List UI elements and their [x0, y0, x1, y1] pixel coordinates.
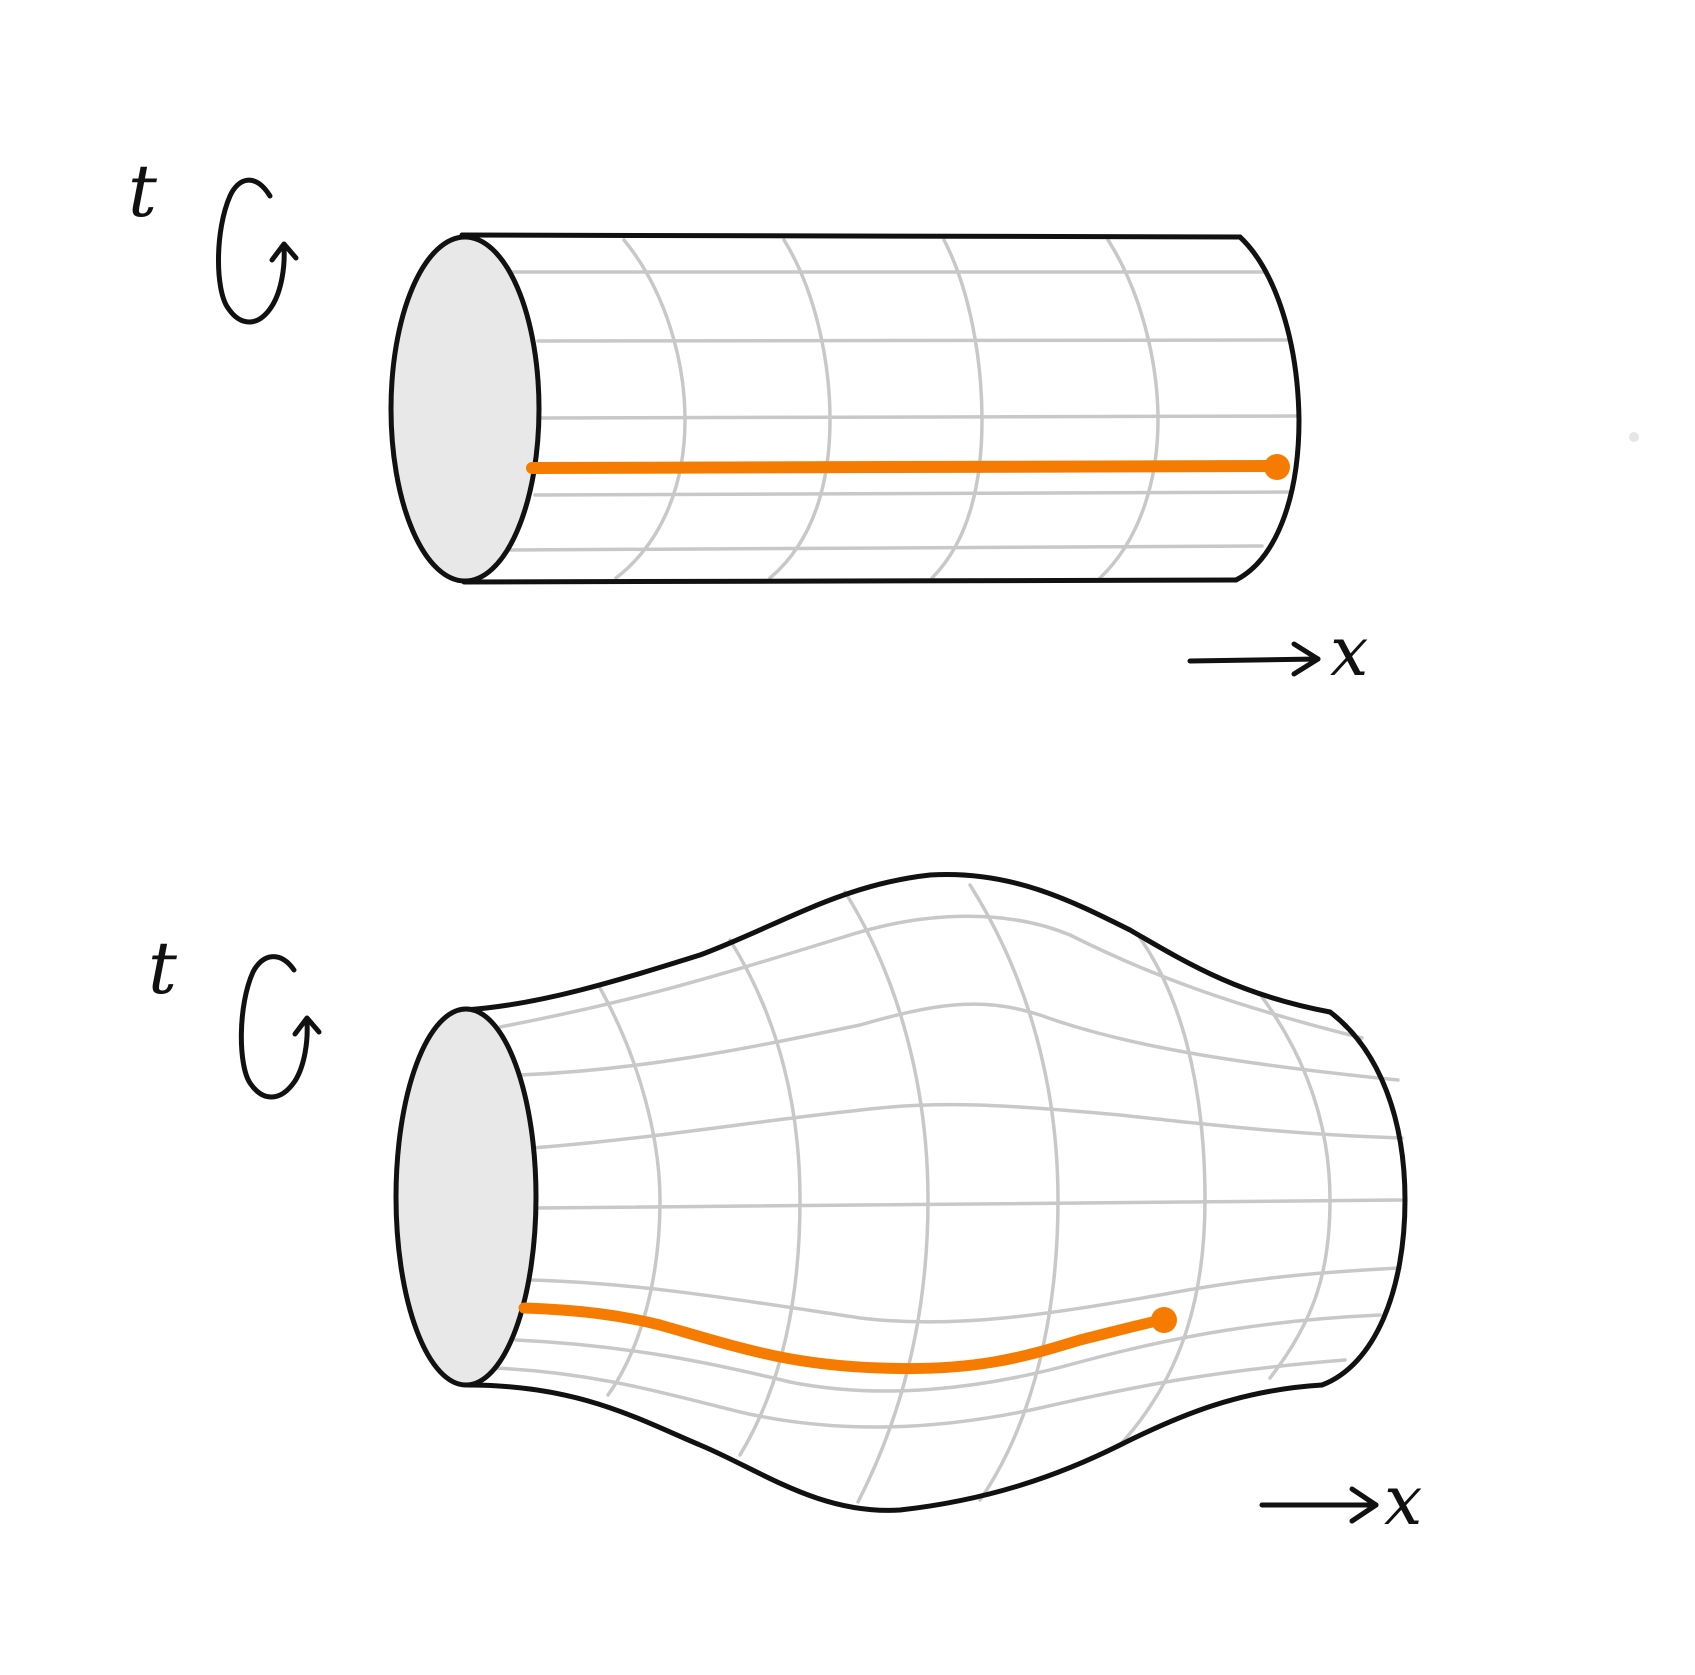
cylinder-end-cap	[388, 234, 542, 584]
rotation-arrow-curve	[216, 177, 287, 325]
cylinder-end-cap	[393, 1006, 539, 1388]
axis-label: x	[1330, 613, 1368, 692]
axis-arrow-icon	[1187, 641, 1321, 677]
stray-dot	[1629, 432, 1639, 442]
deformed-body	[465, 874, 1405, 1511]
rotation-arrow-icon	[216, 177, 299, 325]
rotation-arrow-head	[269, 241, 299, 263]
axis-arrow-shaft	[1187, 656, 1321, 664]
rotation-arrow-icon	[238, 954, 322, 1100]
cylinder-bottom-edge	[461, 577, 1239, 585]
cylinder-right-rim	[1233, 234, 1302, 583]
grid-longitudes	[492, 914, 1406, 1429]
rotation-arrow-head	[292, 1015, 322, 1037]
cylinder-top-edge	[459, 232, 1243, 240]
deformed-right-rim	[1319, 1009, 1408, 1388]
rotation-arrow-curve	[238, 954, 310, 1100]
orange-path	[526, 460, 1281, 474]
grid-meridians	[598, 883, 1332, 1504]
deformed-cylinder: t	[148, 871, 1422, 1541]
orange-path	[518, 1302, 1168, 1375]
grid-longitudes	[504, 270, 1300, 552]
cylinder-body	[462, 235, 1299, 582]
grid-meridians	[614, 238, 1160, 580]
orange-path-endpoint	[1264, 454, 1290, 480]
axis-arrow-head	[1291, 641, 1321, 677]
deformed-bottom-edge	[465, 1382, 1325, 1513]
uniform-cylinder: t	[128, 149, 1368, 692]
axis-arrow-icon	[1259, 1486, 1379, 1524]
time-label: t	[128, 149, 158, 233]
axis-arrow-head	[1349, 1486, 1379, 1524]
time-label: t	[148, 926, 178, 1010]
deformed-top-edge	[462, 871, 1333, 1015]
axis-label: x	[1384, 1462, 1422, 1541]
orange-path-endpoint	[1151, 1307, 1177, 1333]
